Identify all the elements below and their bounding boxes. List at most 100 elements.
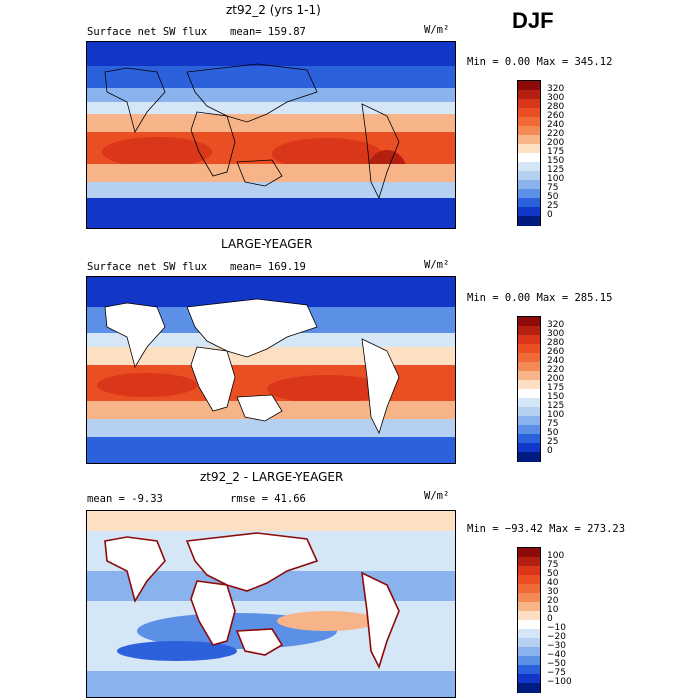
colorbar-tick-label: 280 (547, 101, 565, 112)
colorbar-segment (518, 398, 540, 408)
panel-3-map-svg (87, 511, 455, 697)
colorbar-segment (518, 126, 540, 136)
colorbar-segment (518, 674, 540, 684)
colorbar-segment (518, 81, 540, 91)
colorbar-segment (518, 171, 540, 181)
colorbar-tick-label: 100 (547, 173, 565, 184)
colorbar-tick-label: 75 (547, 418, 559, 429)
colorbar-tick-label: 200 (547, 137, 565, 148)
colorbar-segment (518, 620, 540, 630)
colorbar-segment (518, 216, 540, 226)
colorbar-tick-label: −75 (547, 667, 566, 678)
colorbar-segment (518, 353, 540, 363)
colorbar-segment (518, 593, 540, 603)
panel-1-minmax: Min = 0.00 Max = 345.12 (467, 56, 613, 68)
colorbar-tick-label: 240 (547, 355, 565, 366)
panel-3-minmax: Min = −93.42 Max = 273.23 (467, 523, 626, 535)
colorbar-tick-label: 100 (547, 550, 565, 561)
panel-2-units: W/m² (424, 259, 450, 271)
panel-2-minmax: Min = 0.00 Max = 285.15 (467, 292, 613, 304)
colorbar-segment (518, 135, 540, 145)
panel-1-units: W/m² (424, 24, 450, 36)
colorbar-tick-label: −100 (547, 676, 572, 687)
colorbar-tick-label: −50 (547, 658, 566, 669)
season-label: DJF (512, 8, 554, 33)
colorbar-segment (518, 638, 540, 648)
colorbar-tick-label: 200 (547, 373, 565, 384)
panel-2-variable: Surface net SW flux (87, 261, 208, 273)
panel-3-map (86, 510, 456, 698)
panel-2-map (86, 276, 456, 464)
colorbar-tick-label: −40 (547, 649, 566, 660)
colorbar-tick-label: 50 (547, 191, 559, 202)
colorbar-tick-label: 220 (547, 128, 565, 139)
colorbar-tick-label: 100 (547, 409, 565, 420)
panel-2-mean: mean= 169.19 (230, 261, 306, 273)
panel-3-rmse: rmse = 41.66 (230, 493, 306, 505)
colorbar-segment (518, 162, 540, 172)
colorbar-segment (518, 207, 540, 217)
colorbar-tick-label: 125 (547, 164, 565, 175)
colorbar-tick-label: 30 (547, 586, 559, 597)
colorbar-tick-label: 150 (547, 155, 565, 166)
panel-2-colorbar (517, 316, 541, 462)
colorbar-segment (518, 566, 540, 576)
panel-1-mean: mean= 159.87 (230, 26, 306, 38)
colorbar-tick-label: −30 (547, 640, 566, 651)
colorbar-tick-label: 75 (547, 559, 559, 570)
panel-1-colorbar (517, 80, 541, 226)
colorbar-segment (518, 344, 540, 354)
colorbar-tick-label: 20 (547, 595, 559, 606)
colorbar-segment (518, 584, 540, 594)
colorbar-segment (518, 434, 540, 444)
colorbar-segment (518, 90, 540, 100)
colorbar-tick-label: 320 (547, 83, 565, 94)
colorbar-tick-label: 260 (547, 346, 565, 357)
panel-1-title: zt92_2 (yrs 1-1) (226, 3, 321, 17)
colorbar-tick-label: −10 (547, 622, 566, 633)
colorbar-segment (518, 389, 540, 399)
colorbar-tick-label: 240 (547, 119, 565, 130)
colorbar-segment (518, 452, 540, 462)
colorbar-tick-label: 125 (547, 400, 565, 411)
colorbar-segment (518, 575, 540, 585)
colorbar-segment (518, 335, 540, 345)
colorbar-segment (518, 198, 540, 208)
colorbar-tick-label: 25 (547, 200, 559, 211)
panel-1-map (86, 41, 456, 229)
panel-2-title: LARGE-YEAGER (221, 237, 313, 251)
colorbar-segment (518, 548, 540, 558)
panel-3-units: W/m² (424, 490, 450, 502)
colorbar-segment (518, 108, 540, 118)
colorbar-tick-label: 300 (547, 92, 565, 103)
colorbar-segment (518, 443, 540, 453)
colorbar-segment (518, 683, 540, 693)
panel-1-variable: Surface net SW flux (87, 26, 208, 38)
colorbar-segment (518, 629, 540, 639)
panel-3-colorbar (517, 547, 541, 693)
colorbar-tick-label: 175 (547, 382, 565, 393)
colorbar-segment (518, 665, 540, 675)
colorbar-tick-label: 0 (547, 445, 553, 456)
panel-3-title: zt92_2 - LARGE-YEAGER (200, 470, 344, 484)
colorbar-segment (518, 656, 540, 666)
panel-1-map-svg (87, 42, 455, 228)
colorbar-tick-label: 50 (547, 427, 559, 438)
colorbar-segment (518, 380, 540, 390)
colorbar-segment (518, 317, 540, 327)
colorbar-tick-label: 220 (547, 364, 565, 375)
colorbar-tick-label: 150 (547, 391, 565, 402)
colorbar-tick-label: 175 (547, 146, 565, 157)
colorbar-segment (518, 180, 540, 190)
panel-3-mean: mean = -9.33 (87, 493, 163, 505)
colorbar-segment (518, 602, 540, 612)
colorbar-segment (518, 647, 540, 657)
colorbar-tick-label: 0 (547, 209, 553, 220)
colorbar-segment (518, 416, 540, 426)
colorbar-segment (518, 144, 540, 154)
colorbar-segment (518, 326, 540, 336)
colorbar-segment (518, 117, 540, 127)
colorbar-tick-label: 280 (547, 337, 565, 348)
colorbar-tick-label: 260 (547, 110, 565, 121)
colorbar-segment (518, 189, 540, 199)
